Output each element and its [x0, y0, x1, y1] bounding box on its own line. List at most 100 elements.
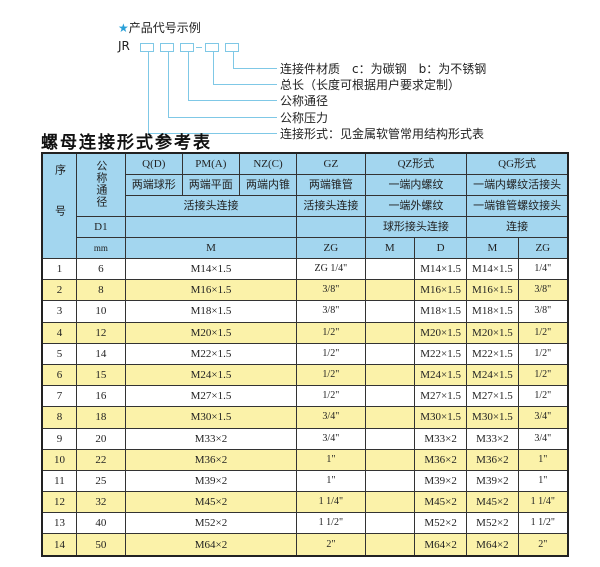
cell-n: 3 [41, 300, 77, 323]
label-diameter: 公称通径 [280, 94, 329, 108]
leader-line [233, 52, 234, 68]
code-box [160, 43, 174, 52]
header-cell [296, 216, 366, 238]
code-box [180, 43, 194, 52]
cell-n: 9 [41, 427, 77, 450]
reference-table: 序号 公称通径 Q(D) PM(A) NZ(C) GZ QZ形式 QG形式 两端球形 两端平面… [41, 152, 569, 557]
cell-empty [364, 448, 415, 471]
cell-d: 16 [75, 385, 126, 408]
cell-m: M64×2 [124, 533, 298, 557]
cell-zg: 1 1/2" [296, 512, 366, 535]
header-cell: M [364, 237, 415, 259]
cell-empty [364, 300, 415, 323]
header-cell: 两端锥管 [296, 174, 366, 196]
cell-d: 32 [75, 491, 126, 514]
cell-zg: 2" [296, 533, 366, 557]
cell-zg: 3/4" [296, 427, 366, 450]
cell-qgzg: 3/4" [517, 406, 569, 429]
cell-m: M45×2 [124, 491, 298, 514]
col-nz: NZ(C) [238, 152, 298, 175]
leader-line [188, 100, 277, 101]
col-dn: 公称通径 [75, 152, 126, 217]
header-cell: 连接 [466, 216, 569, 238]
cell-d: 40 [75, 512, 126, 535]
cell-d: 18 [75, 406, 126, 429]
header-cell: 活接头连接 [296, 195, 366, 217]
cell-qgzg: 3/8" [517, 300, 569, 323]
cell-n: 6 [41, 363, 77, 387]
col-qg: QG形式 [466, 152, 569, 175]
cell-qgzg: 1" [517, 448, 569, 471]
cell-d: 10 [75, 300, 126, 323]
header-cell: 一端锥管螺纹接头 [466, 195, 569, 217]
cell-qgzg: 3/4" [517, 427, 569, 450]
cell-empty [364, 406, 415, 429]
table-row: 8 18 M30×1.5 3/4" M30×1.5 M30×1.5 3/4" [41, 406, 569, 429]
cell-qzd: M18×1.5 [413, 300, 468, 323]
cell-zg: ZG 1/4" [296, 257, 366, 281]
table-row: 3 10 M18×1.5 3/8" M18×1.5 M18×1.5 3/8" [41, 300, 569, 323]
table-row: 1 6 M14×1.5 ZG 1/4" M14×1.5 M14×1.5 1/4" [41, 257, 569, 281]
cell-qzd: M30×1.5 [413, 406, 468, 429]
cell-qgzg: 1" [517, 469, 569, 493]
cell-d: 20 [75, 427, 126, 450]
cell-n: 12 [41, 491, 77, 514]
cell-qgm: M45×2 [466, 491, 519, 514]
cell-qgzg: 1/2" [517, 342, 569, 365]
cell-empty [364, 385, 415, 408]
cell-qgzg: 1/4" [517, 257, 569, 281]
label-pressure: 公称压力 [280, 111, 329, 125]
cell-qgm: M20×1.5 [466, 321, 519, 344]
cell-qzd: M33×2 [413, 427, 468, 450]
table-row: 9 20 M33×2 3/4" M33×2 M33×2 3/4" [41, 427, 569, 450]
cell-n: 10 [41, 448, 77, 471]
table-body: 1 6 M14×1.5 ZG 1/4" M14×1.5 M14×1.5 1/4" 2 8 M16×… [41, 257, 569, 557]
cell-qzd: M14×1.5 [413, 257, 468, 281]
table-row: 14 50 M64×2 2" M64×2 M64×2 2" [41, 533, 569, 557]
header-cell: 两端球形 [124, 174, 183, 196]
header-cell: 球形接头连接 [364, 216, 468, 238]
cell-n: 2 [41, 279, 77, 302]
cell-qgm: M14×1.5 [466, 257, 519, 281]
leader-line [233, 68, 277, 69]
code-box [205, 43, 219, 52]
table-row: 2 8 M16×1.5 3/8" M16×1.5 M16×1.5 3/8" [41, 279, 569, 302]
cell-qzd: M24×1.5 [413, 363, 468, 387]
header-cell: 一端外螺纹 [364, 195, 468, 217]
header-cell: ZG [296, 237, 366, 259]
cell-m: M20×1.5 [124, 321, 298, 344]
leader-line [148, 133, 277, 134]
cell-empty [364, 533, 415, 557]
cell-qgm: M30×1.5 [466, 406, 519, 429]
cell-qgzg: 1/2" [517, 363, 569, 387]
cell-zg: 1 1/4" [296, 491, 366, 514]
header-cell: mm [75, 237, 126, 259]
table-row: 10 22 M36×2 1" M36×2 M36×2 1" [41, 448, 569, 471]
page-title: 螺母连接形式参考表 [41, 133, 212, 153]
cell-m: M16×1.5 [124, 279, 298, 302]
cell-m: M33×2 [124, 427, 298, 450]
header-cell: 一端内螺纹活接头 [466, 174, 569, 196]
cell-m: M39×2 [124, 469, 298, 493]
cell-n: 8 [41, 406, 77, 429]
cell-m: M30×1.5 [124, 406, 298, 429]
cell-qzd: M64×2 [413, 533, 468, 557]
cell-n: 1 [41, 257, 77, 281]
cell-qgm: M24×1.5 [466, 363, 519, 387]
cell-n: 11 [41, 469, 77, 493]
header-cell: M [124, 237, 298, 259]
cell-n: 7 [41, 385, 77, 408]
col-pm: PM(A) [181, 152, 240, 175]
cell-qgzg: 2" [517, 533, 569, 557]
cell-qgzg: 1/2" [517, 385, 569, 408]
header-cell [124, 216, 298, 238]
col-gz: GZ [296, 152, 366, 175]
cell-m: M14×1.5 [124, 257, 298, 281]
cell-zg: 1/2" [296, 385, 366, 408]
dn-label: 公称通径 [94, 159, 107, 208]
cell-qgm: M16×1.5 [466, 279, 519, 302]
cell-qgm: M64×2 [466, 533, 519, 557]
cell-zg: 3/8" [296, 300, 366, 323]
col-seq: 序号 [41, 152, 77, 259]
cell-qgm: M27×1.5 [466, 385, 519, 408]
